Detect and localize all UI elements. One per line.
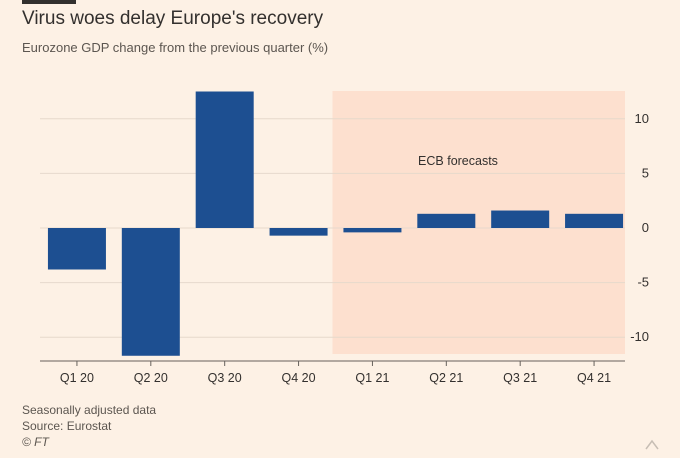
bar-q2-20: [121, 228, 180, 356]
bar-q4-21: [565, 213, 624, 228]
footnote-seasonal: Seasonally adjusted data: [22, 403, 157, 417]
x-tick-label: Q4 21: [577, 371, 611, 385]
footnote-source: Source: Eurostat: [22, 419, 112, 433]
x-tick-label: Q2 21: [429, 371, 463, 385]
gdp-bar-chart: 10 5 0 -5 -10 ECB forecasts Q1 20 Q2 20 Q3 20 Q4 …: [40, 91, 649, 385]
bar-q3-20: [195, 91, 254, 228]
y-tick-label: 10: [635, 111, 649, 126]
x-tick-label: Q1 20: [60, 371, 94, 385]
x-tick-label: Q3 21: [503, 371, 537, 385]
x-tick-label: Q2 20: [134, 371, 168, 385]
bar-q1-21: [343, 228, 402, 233]
forecast-label: ECB forecasts: [418, 154, 498, 168]
bar-q2-21: [417, 213, 476, 228]
x-tick-label: Q3 20: [208, 371, 242, 385]
bar-q4-20: [269, 228, 328, 236]
bar-q3-21: [491, 210, 550, 228]
chart-subtitle: Eurozone GDP change from the previous qu…: [22, 40, 329, 55]
chart-title: Virus woes delay Europe's recovery: [22, 8, 324, 29]
footnote-credit: © FT: [22, 435, 49, 449]
title-accent-rule: [22, 0, 76, 4]
y-tick-label: 0: [642, 220, 649, 235]
x-tick-label: Q4 20: [282, 371, 316, 385]
x-tick-label: Q1 21: [355, 371, 389, 385]
expand-icon: [645, 439, 659, 450]
y-tick-label: -10: [630, 329, 649, 344]
y-tick-label: -5: [637, 275, 649, 290]
bar-q1-20: [47, 228, 106, 270]
y-tick-label: 5: [642, 165, 649, 180]
